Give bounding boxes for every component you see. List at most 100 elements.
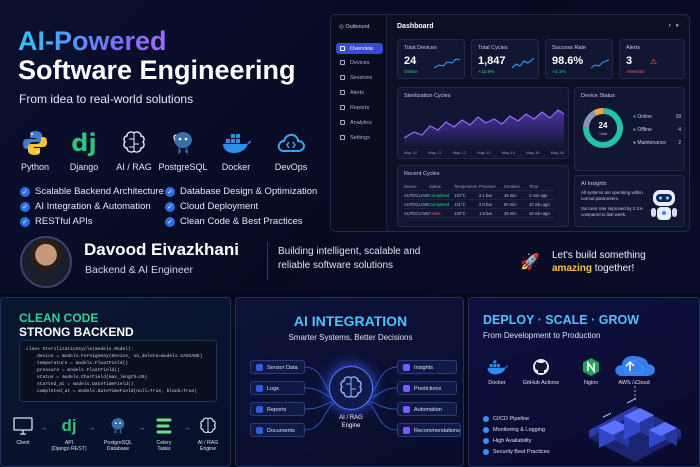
panel-title: DEPLOY · SCALE · GROW [483,313,640,327]
x-tick-label: May 10 [404,150,418,155]
output-predictions: Predictions [397,381,457,395]
check-icon: ✓ [165,186,175,197]
cta-line2: together! [594,263,635,274]
tech-label: DevOps [274,162,308,172]
x-tick-label: May 12 [452,150,466,155]
kpi-total-cycles: Total Cycles 1,847 +12.5% [471,39,539,79]
rocket-icon: 🚀 [520,254,540,271]
device-status-title: Device Status [581,93,615,99]
panel-title: CLEAN CODE [19,311,99,325]
cta-highlight: amazing [552,263,593,274]
deploy-list-item: Security Best Practices [483,449,550,455]
output-automation: Automation [397,402,457,416]
brain-icon [187,415,229,437]
profile-bar: Davood Eivazkhani Backend & AI Engineer … [10,234,690,288]
reports-icon [256,406,263,413]
ai-engine-label: AI / RAG Engine [339,415,363,429]
postgresql-icon [153,128,213,158]
nav-item-analytics[interactable]: Analytics [336,117,383,128]
kpi-label: Total Cycles [478,45,508,51]
feature-item: ✓ Cloud Deployment [165,201,258,212]
nav-item-alerts[interactable]: Alerts [336,87,383,98]
tech-label: Docker [221,162,251,172]
kpi-total-devices: Total Devices 24 Online [397,39,465,79]
tech-postgresql: PostgreSQL [153,128,213,172]
user-icon[interactable]: ● [675,23,679,29]
kpi-sub: +2.1% [552,70,566,75]
nav-item-settings[interactable]: Settings [336,132,383,143]
alerts-icon [340,90,345,95]
tech-label: PostgreSQL [158,162,208,172]
panel-title: AI INTEGRATION [293,313,408,329]
reports-icon [340,105,345,110]
sessions-icon [340,75,345,80]
docker-icon [206,128,266,158]
check-icon: ✓ [20,216,30,227]
tech-label: Python [20,162,50,172]
analytics-icon [340,120,345,125]
dashboard-brand: ◎ Outbound [339,24,370,30]
chart-title: Sterilization Cycles [404,93,451,99]
tool-label: Docker [488,380,506,386]
panel-ai-integration: AI INTEGRATION Smarter Systems, Better D… [235,297,464,467]
kpi-label: Alerts [626,45,641,51]
brain-icon [340,376,362,398]
input-logs: Logs [250,381,305,395]
devices-icon [340,60,345,65]
cloud-icon [261,128,321,158]
dashboard-title: Dashboard [397,23,434,30]
tool-label: AWS / Cloud [618,380,650,386]
flow-label: AI / RAG Engine [197,440,219,452]
tech-devops: DevOps [261,128,321,172]
check-icon: ✓ [165,216,175,227]
hero-section: AI-Powered Software Engineering From ide… [0,0,700,293]
avatar [20,236,72,288]
ai-engine-node [329,366,373,410]
kpi-label: Total Devices [404,45,437,51]
kpi-sub: Attention [626,70,645,75]
insights-text: Success rate improved by 2.1% compared t… [581,206,643,217]
flow-label: API (Django REST) [51,440,87,452]
feature-label: Cloud Deployment [180,201,259,212]
panel-deploy: DEPLOY · SCALE · GROW From Development t… [468,297,700,467]
arrow-icon: → [138,423,146,432]
feature-label: Scalable Backend Architecture [35,186,164,197]
bullet-icon [483,427,489,433]
code-snippet: class SterilizationCycle(models.Model): … [19,340,217,402]
documents-icon [256,427,263,434]
x-tick-label: May 16 [550,150,564,155]
predictions-icon [403,385,410,392]
kpi-alerts: Alerts 3 Attention ⚠ [619,39,685,79]
nav-item-devices[interactable]: Devices [336,57,383,68]
kpi-value: 98.6% [552,55,584,67]
flow-label: PostgreSQL Database [103,440,133,452]
device-status-card: Device Status 24 Total ● Online 18 ● Offl… [574,87,685,171]
cta-line1: Let's build something [552,250,646,261]
celery-icon [143,415,185,437]
logs-icon [256,385,263,392]
panel-title: STRONG BACKEND [19,325,134,339]
nav-item-sessions[interactable]: Sessions [336,72,383,83]
nav-item-reports[interactable]: Reports [336,102,383,113]
insights-text: All systems are operating within normal … [581,190,643,201]
legend-item: ● Maintenance 2 [633,140,681,146]
brain-icon [104,128,164,158]
flow-label: Client [16,440,30,446]
arrow-icon: → [40,423,48,432]
panel-subtitle: Smarter Systems, Better Decisions [288,333,413,342]
tech-label: Django [69,162,99,172]
dashboard-header-icons: ◐ ● [668,23,679,29]
kpi-sparkline [434,58,460,69]
tech-docker: Docker [206,128,266,172]
device-status-legend: ● Online 18 ● Offline 4 ● Maintenance 2 [633,114,681,153]
moon-icon[interactable]: ◐ [668,23,673,29]
device-status-donut [583,108,623,148]
python-icon [5,128,65,158]
divider [267,242,268,280]
github-icon [515,356,567,378]
feature-label: Database Design & Optimization [180,186,318,197]
nav-item-overview[interactable]: Overview [336,43,383,54]
